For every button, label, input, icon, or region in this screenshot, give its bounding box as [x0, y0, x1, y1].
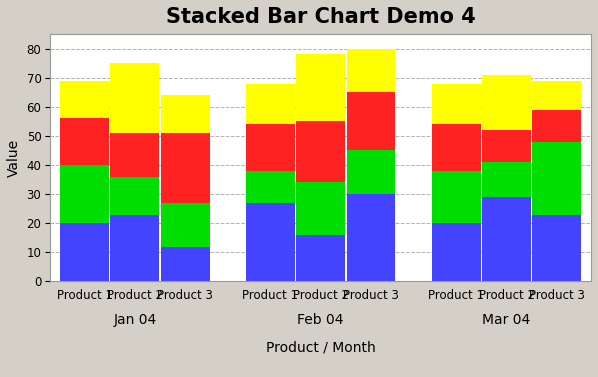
Bar [296, 235, 345, 282]
Bar [347, 194, 395, 282]
Bar [111, 133, 160, 177]
X-axis label: Product / Month: Product / Month [266, 341, 376, 355]
Bar [432, 223, 481, 282]
Bar [532, 81, 581, 110]
Bar [296, 182, 345, 235]
Text: Feb 04: Feb 04 [297, 313, 344, 328]
Bar [161, 95, 210, 133]
Bar [532, 215, 581, 282]
Title: Stacked Bar Chart Demo 4: Stacked Bar Chart Demo 4 [166, 7, 475, 27]
Bar [161, 203, 210, 247]
Bar [60, 81, 109, 118]
Bar [432, 124, 481, 171]
Bar [482, 197, 531, 282]
Y-axis label: Value: Value [7, 139, 21, 177]
Bar [347, 49, 395, 92]
Bar [432, 84, 481, 124]
Text: Mar 04: Mar 04 [483, 313, 530, 328]
Bar [111, 177, 160, 215]
Bar [60, 223, 109, 282]
Bar [246, 84, 295, 124]
Bar [246, 124, 295, 171]
Bar [296, 121, 345, 182]
Bar [532, 110, 581, 142]
Bar [246, 171, 295, 203]
Text: Jan 04: Jan 04 [113, 313, 157, 328]
Bar [246, 203, 295, 282]
Bar [347, 150, 395, 194]
Bar [111, 63, 160, 133]
Bar [296, 54, 345, 121]
Bar [60, 118, 109, 165]
Bar [161, 133, 210, 203]
Bar [161, 247, 210, 282]
Bar [347, 92, 395, 150]
Bar [482, 130, 531, 162]
Bar [482, 75, 531, 130]
Bar [111, 215, 160, 282]
Bar [432, 171, 481, 223]
Bar [482, 162, 531, 197]
Bar [532, 142, 581, 215]
Bar [60, 165, 109, 223]
